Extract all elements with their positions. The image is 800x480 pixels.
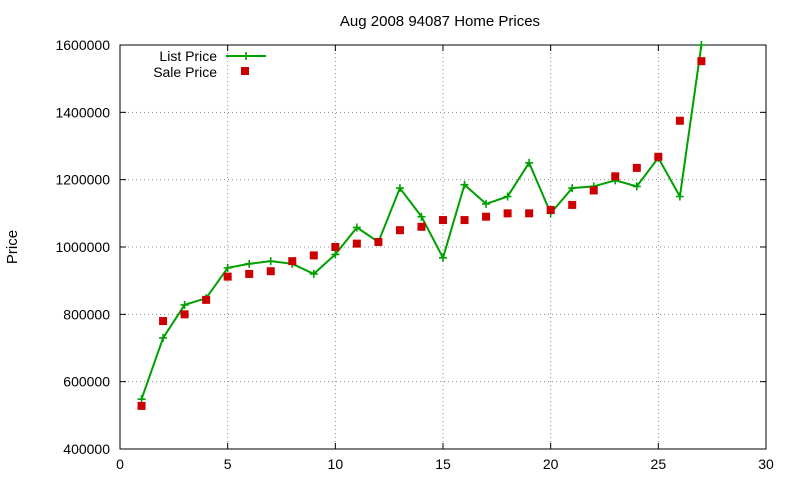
sale-price-point [525, 209, 534, 218]
sale-price-point [697, 57, 706, 66]
y-tick-label: 600000 [63, 374, 110, 390]
x-tick-label: 25 [651, 456, 667, 472]
sale-price-point [288, 257, 297, 266]
series-sale-price [137, 57, 706, 410]
sale-price-point [374, 237, 383, 246]
y-tick-label: 800000 [63, 306, 110, 322]
sale-price-point [611, 172, 620, 181]
sale-price-point [460, 216, 469, 225]
list-price-point [309, 269, 318, 278]
list-price-point [439, 253, 447, 262]
sale-price-point [482, 212, 491, 221]
sale-price-point [245, 269, 254, 278]
list-price-point [632, 182, 641, 191]
list-price-point [159, 333, 168, 342]
list-price-point [180, 300, 189, 309]
list-price-point [137, 395, 146, 404]
x-tick-label: 15 [435, 456, 451, 472]
legend-marker-sale-price [241, 67, 249, 75]
y-tick-label: 1600000 [55, 37, 110, 53]
list-price-point [460, 180, 469, 189]
sale-price-point [568, 200, 577, 209]
x-tick-label: 0 [116, 456, 124, 472]
sale-price-point [137, 401, 146, 410]
sale-price-point [417, 222, 426, 231]
list-price-point [568, 184, 577, 193]
list-price-point [697, 41, 706, 49]
x-tick-label: 30 [758, 456, 774, 472]
list-price-point [503, 192, 512, 201]
list-price-point [352, 223, 361, 232]
sale-price-point [503, 209, 512, 218]
series-list-price [137, 41, 706, 404]
sale-price-point [395, 226, 404, 235]
sale-price-point [654, 152, 663, 161]
y-tick-label: 400000 [63, 441, 110, 457]
sale-price-point [180, 310, 189, 319]
sale-price-point [223, 272, 232, 281]
x-tick-label: 20 [543, 456, 559, 472]
sale-price-point [546, 205, 555, 214]
legend-label-list-price: List Price [159, 48, 217, 64]
list-price-point [417, 212, 426, 221]
list-price-point [266, 257, 275, 266]
chart-title: Aug 2008 94087 Home Prices [340, 13, 540, 30]
axis-ticks: 400000 600000 800000 1000000 1200000 1400000 1… [55, 37, 774, 472]
sale-price-point [632, 163, 641, 172]
list-price-point [675, 192, 684, 201]
x-tick-label: 5 [224, 456, 232, 472]
list-price-point [482, 199, 491, 208]
list-price-point [223, 263, 232, 272]
y-axis-label: Price [4, 230, 21, 264]
sale-price-point [439, 216, 447, 225]
y-tick-label: 1400000 [55, 104, 110, 120]
grid [120, 45, 766, 449]
list-price-point [245, 259, 254, 268]
sale-price-point [266, 267, 275, 276]
list-price-point [525, 158, 534, 167]
sale-price-point [159, 317, 168, 326]
sale-price-point [675, 116, 684, 125]
sale-price-point [331, 243, 340, 251]
legend: List Price Sale Price [153, 48, 266, 80]
sale-price-point [589, 186, 598, 195]
y-tick-label: 1000000 [55, 239, 110, 255]
list-price-point [331, 250, 340, 259]
list-price-point [395, 184, 404, 193]
x-tick-label: 10 [328, 456, 344, 472]
sale-price-point [309, 251, 318, 260]
sale-price-point [352, 239, 361, 248]
list-price-line [140, 44, 703, 400]
legend-label-sale-price: Sale Price [153, 64, 217, 80]
y-tick-label: 1200000 [55, 172, 110, 188]
sale-price-point [202, 295, 211, 304]
legend-marker-list-price [242, 52, 250, 60]
